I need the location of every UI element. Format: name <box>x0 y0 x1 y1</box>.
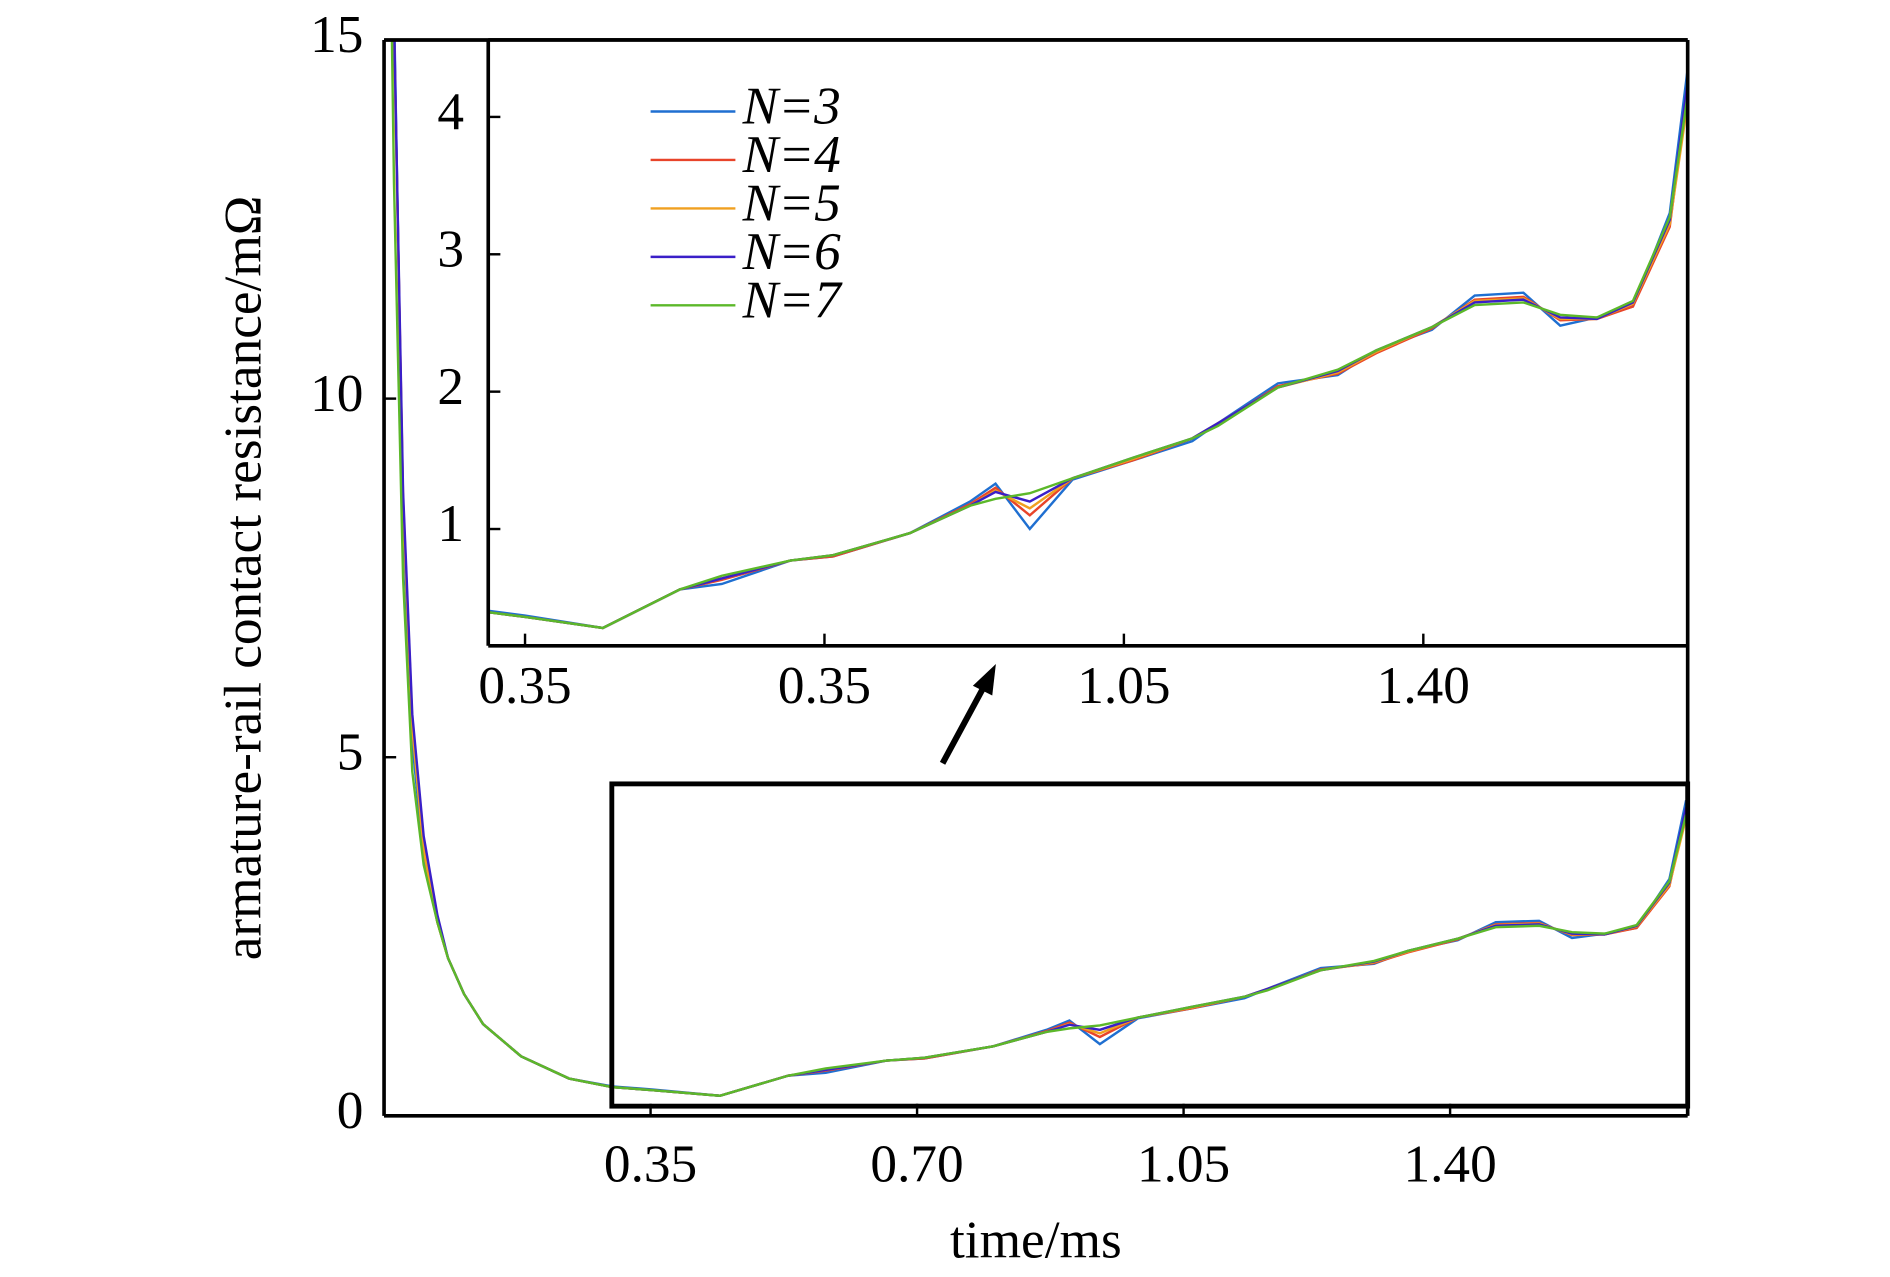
y-tick-label: 2 <box>437 357 464 416</box>
y-axis-label: armature-rail contact resistance/mΩ <box>214 196 273 961</box>
x-tick-label: 0.35 <box>778 656 871 715</box>
y-tick-label: 0 <box>337 1081 364 1140</box>
series-line <box>390 39 1688 1097</box>
legend-label: N=5 <box>742 174 841 233</box>
x-tick-label: 1.40 <box>1403 1134 1496 1193</box>
x-tick-label: 0.70 <box>870 1134 963 1193</box>
y-tick-label: 10 <box>310 364 363 423</box>
legend: N=3N=4N=5N=6N=7 <box>650 77 844 330</box>
series-group <box>488 61 1688 630</box>
y-tick-label: 15 <box>310 5 363 64</box>
legend-label: N=6 <box>742 222 842 281</box>
legend-label: N=7 <box>742 271 844 330</box>
series-line <box>488 89 1688 630</box>
y-tick-label: 4 <box>437 82 464 141</box>
legend-label: N=3 <box>742 77 841 136</box>
inset-plot: 0.35 0.35 1.05 1.40 1 2 3 4 N=3N=4N=5N=6N=7 <box>437 38 1690 715</box>
series-line <box>488 61 1688 630</box>
series-group <box>390 39 1688 1097</box>
x-axis-label: time/ms <box>950 1211 1122 1270</box>
legend-label: N=4 <box>742 125 841 184</box>
x-tick-label: 0.35 <box>478 656 571 715</box>
x-tick-label: 1.05 <box>1077 656 1170 715</box>
main-plot: 0.35 0.70 1.05 1.40 0 5 10 15 <box>310 5 1690 1193</box>
y-tick-label: 1 <box>437 494 464 553</box>
zoom-box <box>609 781 1691 1109</box>
x-tick-label: 1.40 <box>1377 656 1470 715</box>
y-tick-label: 3 <box>437 220 464 279</box>
x-tick-label: 1.05 <box>1137 1134 1230 1193</box>
x-tick-label: 0.35 <box>604 1134 697 1193</box>
y-tick-label: 5 <box>337 722 364 781</box>
inset-background <box>488 40 1688 646</box>
arrow <box>939 663 996 765</box>
